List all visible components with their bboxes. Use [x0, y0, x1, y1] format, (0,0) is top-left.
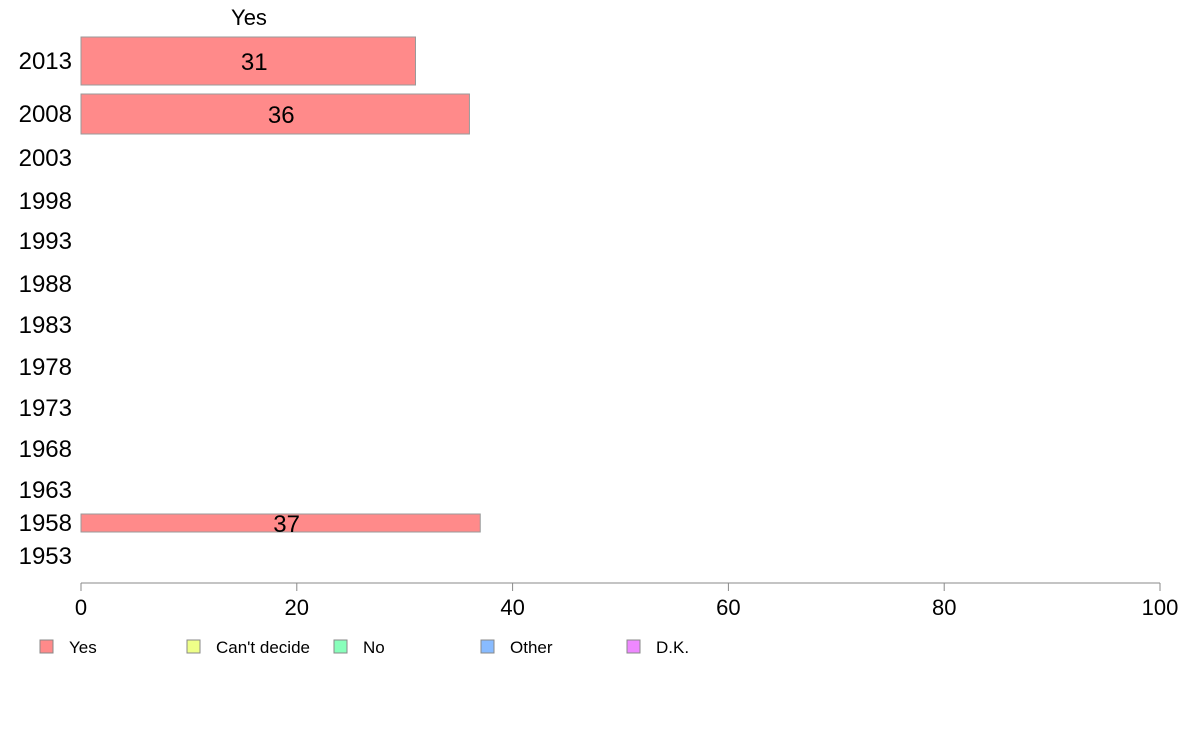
- y-label-1983: 1983: [19, 312, 72, 339]
- bars: [80, 36, 481, 533]
- column-label: Yes: [231, 5, 267, 30]
- x-tick-label: 60: [716, 595, 740, 620]
- y-label-2013: 2013: [19, 48, 72, 75]
- bar-1958: [80, 513, 481, 533]
- x-tick-label: 100: [1142, 595, 1179, 620]
- y-label-1958: 1958: [19, 510, 72, 537]
- bar-value-label-2013: 31: [241, 49, 268, 76]
- y-label-1978: 1978: [19, 354, 72, 381]
- y-label-1998: 1998: [19, 188, 72, 215]
- bar-2013: [80, 36, 416, 86]
- y-label-2003: 2003: [19, 145, 72, 172]
- legend-swatch: [39, 639, 54, 654]
- legend-label: No: [363, 638, 385, 657]
- legend-label: Other: [510, 638, 553, 657]
- y-label-1968: 1968: [19, 436, 72, 463]
- legend-swatch: [186, 639, 201, 654]
- y-label-1993: 1993: [19, 228, 72, 255]
- x-axis-ticks: 0 20 40 60 80 100: [75, 583, 1178, 620]
- legend-label: Yes: [69, 638, 97, 657]
- legend-swatch: [480, 639, 495, 654]
- x-tick-label: 80: [932, 595, 956, 620]
- y-label-2008: 2008: [19, 101, 72, 128]
- legend-label: D.K.: [656, 638, 689, 657]
- legend-label: Can't decide: [216, 638, 310, 657]
- legend-swatch: [626, 639, 641, 654]
- bar-value-label-2008: 36: [268, 102, 295, 129]
- y-label-1953: 1953: [19, 543, 72, 570]
- y-label-1963: 1963: [19, 477, 72, 504]
- bar-2008: [80, 93, 470, 135]
- legend-swatch: [333, 639, 348, 654]
- x-tick-label: 20: [285, 595, 309, 620]
- x-tick-label: 0: [75, 595, 87, 620]
- y-axis-labels: 2013 2008 2003 1998 1993 1988 1983 1978 1973 1968…: [19, 48, 72, 570]
- x-tick-label: 40: [500, 595, 524, 620]
- legend: Yes Can't decide No Other D.K.: [39, 638, 689, 657]
- y-label-1973: 1973: [19, 395, 72, 422]
- y-label-1988: 1988: [19, 271, 72, 298]
- bar-value-label-1958: 37: [273, 511, 300, 538]
